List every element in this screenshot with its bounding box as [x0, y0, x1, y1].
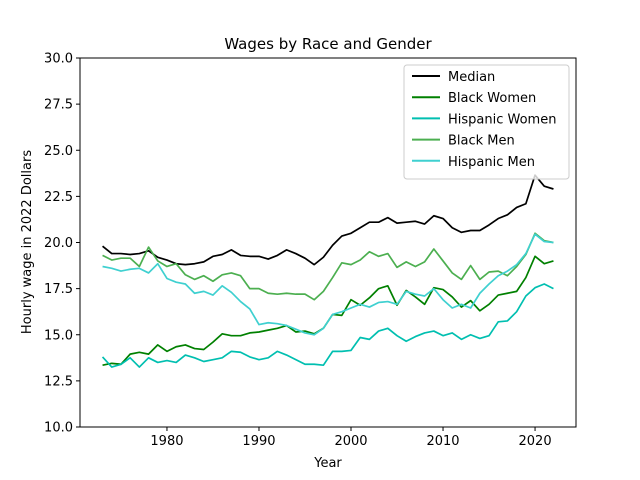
- legend-label: Hispanic Women: [448, 112, 556, 127]
- y-tick-label: 20.0: [44, 236, 73, 251]
- x-axis-ticks: 1980 1990 2000 2010 2020: [150, 427, 552, 449]
- series-line-hispanic-women: [101, 283, 554, 368]
- chart-title: Wages by Race and Gender: [224, 35, 432, 53]
- series-line-hispanic-men: [102, 233, 554, 336]
- x-tick-label: 2000: [334, 434, 367, 449]
- x-tick-label: 2020: [519, 434, 552, 449]
- y-tick-label: 17.5: [44, 282, 73, 297]
- plot-area: 1980 1990 2000 2010 2020 10.0 12.5 15.0 17.5 20.…: [44, 52, 577, 449]
- series-layer: [101, 174, 554, 368]
- legend-label: Black Men: [448, 134, 515, 149]
- legend-item: Hispanic Women: [412, 112, 556, 127]
- y-tick-label: 12.5: [44, 374, 73, 389]
- legend: Median Black Women Hispanic Women Black Men…: [403, 64, 570, 180]
- legend-label: Median: [448, 70, 495, 85]
- legend-label: Hispanic Men: [448, 155, 535, 170]
- legend-item: Hispanic Men: [412, 155, 535, 170]
- legend-box: [403, 64, 570, 180]
- y-axis-ticks: 10.0 12.5 15.0 17.5 20.0 22.5 25.0 27.5 30.0: [44, 52, 80, 436]
- y-tick-label: 25.0: [44, 144, 73, 159]
- legend-label: Black Women: [448, 91, 536, 106]
- legend-item: Black Women: [412, 91, 536, 106]
- y-tick-label: 22.5: [44, 190, 73, 205]
- x-tick-label: 1980: [150, 434, 183, 449]
- legend-items: Median Black Women Hispanic Women Black Men…: [412, 70, 556, 170]
- series-line-median: [102, 174, 554, 266]
- y-axis-label: Hourly wage in 2022 Dollars: [20, 150, 35, 334]
- y-tick-label: 10.0: [44, 421, 73, 436]
- y-tick-label: 27.5: [44, 98, 73, 113]
- x-axis-label: Year: [313, 456, 342, 471]
- x-tick-label: 1990: [242, 434, 275, 449]
- y-tick-label: 30.0: [44, 52, 73, 67]
- x-tick-label: 2010: [426, 434, 459, 449]
- legend-item: Black Men: [412, 134, 515, 149]
- series-line-black-men: [102, 232, 554, 301]
- legend-item: Median: [412, 70, 495, 85]
- y-tick-label: 15.0: [44, 328, 73, 343]
